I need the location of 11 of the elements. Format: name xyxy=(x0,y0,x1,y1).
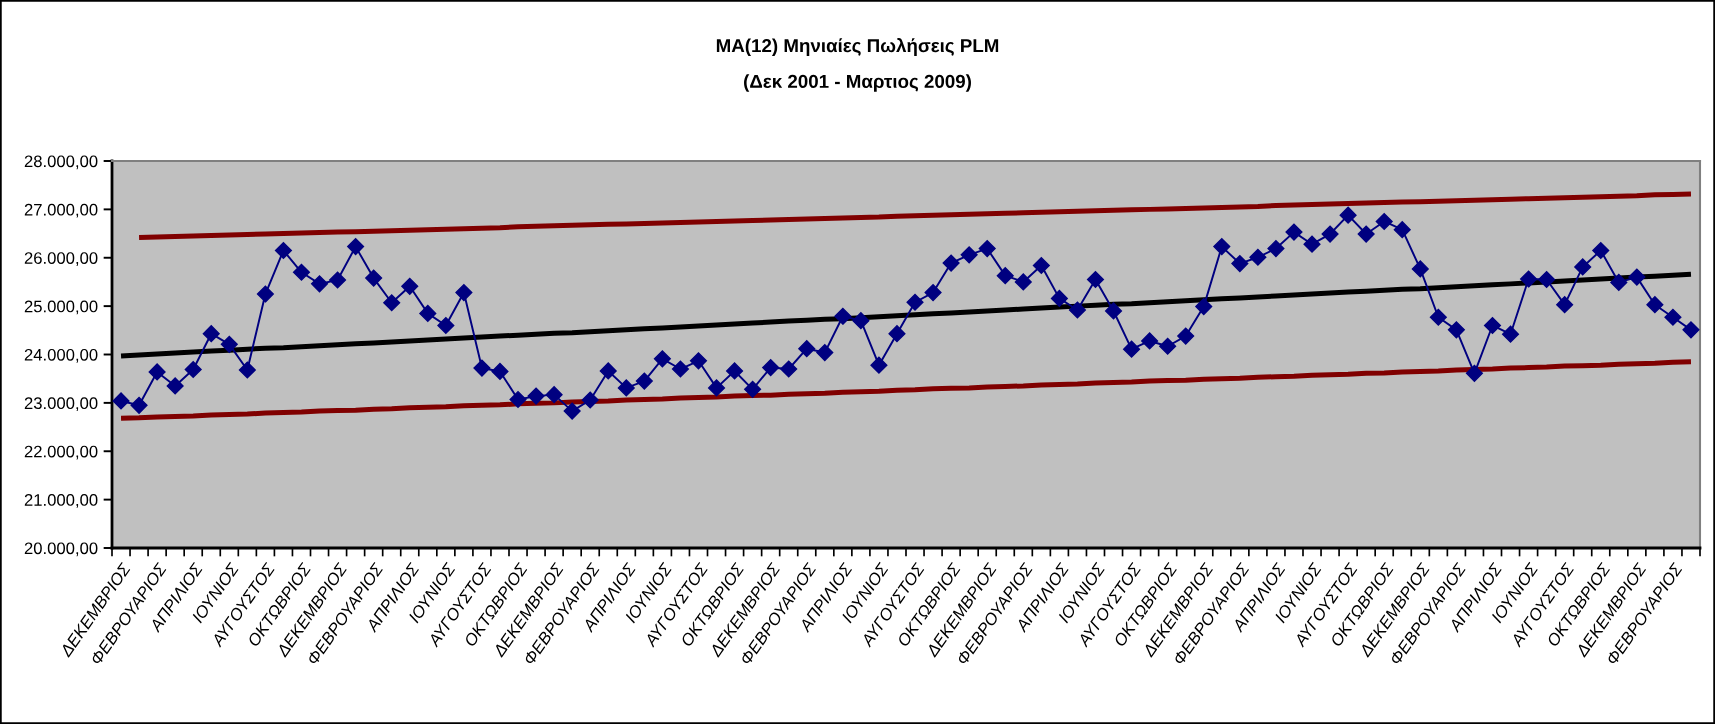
y-tick-label: 28.000,00 xyxy=(24,155,98,170)
chart-title: MA(12) Μηνιαίες Πωλήσεις PLM xyxy=(716,38,999,56)
y-tick-label: 21.000,00 xyxy=(24,494,98,508)
y-tick-label: 20.000,00 xyxy=(24,542,98,557)
chart-subtitle: (Δεκ 2001 - Μαρτιος 2009) xyxy=(744,74,971,92)
y-tick-label: 27.000,00 xyxy=(24,203,98,218)
y-tick-label: 26.000,00 xyxy=(24,252,98,266)
y-tick-label: 24.000,00 xyxy=(24,348,98,363)
y-tick-label: 25.000,00 xyxy=(24,300,98,315)
y-tick-label: 22.000,00 xyxy=(24,445,98,460)
y-tick-label: 23.000,00 xyxy=(24,397,98,412)
